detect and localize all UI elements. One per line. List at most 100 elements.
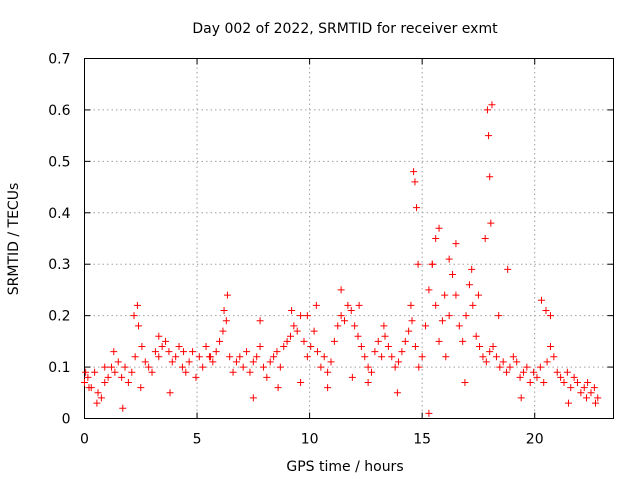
- data-point: [415, 363, 423, 371]
- data-point: [114, 358, 122, 366]
- data-point: [378, 353, 386, 361]
- data-point: [533, 373, 541, 381]
- data-point: [414, 260, 422, 268]
- data-point: [340, 317, 348, 325]
- x-tick-label: 5: [193, 432, 202, 448]
- data-point: [101, 379, 109, 386]
- data-point: [425, 286, 433, 294]
- data-point: [530, 368, 538, 376]
- data-point: [584, 379, 592, 386]
- data-point: [286, 332, 294, 340]
- x-axis: 0 5 10 15 20: [80, 58, 544, 448]
- data-point: [219, 327, 227, 335]
- data-point: [337, 312, 345, 320]
- y-tick-label: 0.1: [48, 360, 70, 376]
- data-point: [407, 301, 415, 309]
- data-point: [398, 348, 406, 356]
- data-point: [158, 343, 166, 350]
- data-point: [487, 219, 495, 227]
- data-point: [513, 358, 521, 366]
- data-point: [438, 317, 446, 325]
- data-point: [582, 394, 590, 402]
- y-tick-label: 0.5: [48, 154, 70, 170]
- data-point: [401, 337, 409, 345]
- data-point: [274, 384, 282, 392]
- data-point: [469, 301, 477, 309]
- data-point: [337, 286, 345, 294]
- data-point: [327, 358, 335, 366]
- data-point: [526, 379, 534, 386]
- data-point: [495, 312, 503, 320]
- data-point: [313, 348, 321, 356]
- data-point: [445, 312, 453, 320]
- data-point: [580, 384, 588, 392]
- data-point: [137, 384, 145, 392]
- data-point: [253, 353, 261, 361]
- data-point: [486, 348, 494, 356]
- data-point: [441, 291, 449, 299]
- data-point: [405, 327, 413, 335]
- data-point: [481, 235, 489, 242]
- data-point: [503, 368, 511, 376]
- data-point: [189, 348, 197, 356]
- data-point: [148, 368, 156, 376]
- data-point: [553, 368, 561, 376]
- data-point: [594, 394, 602, 402]
- data-point: [94, 389, 102, 397]
- data-point: [411, 343, 419, 350]
- data-point: [364, 363, 372, 371]
- data-point: [307, 343, 315, 350]
- data-point: [523, 363, 531, 371]
- data-point: [496, 363, 504, 371]
- data-point: [108, 363, 116, 371]
- data-point: [432, 301, 440, 309]
- y-tick-label: 0.7: [48, 52, 70, 68]
- data-point: [442, 353, 450, 361]
- data-point: [516, 373, 524, 381]
- data-point: [468, 265, 476, 273]
- data-point: [182, 368, 190, 376]
- y-axis-label: SRMTID / TECUs: [6, 183, 22, 296]
- data-point: [151, 348, 159, 356]
- data-point: [374, 337, 382, 345]
- data-point: [131, 353, 139, 361]
- x-tick-label: 0: [80, 432, 89, 448]
- data-point: [393, 389, 401, 397]
- chart-title: Day 002 of 2022, SRMTID for receiver exm…: [192, 21, 498, 37]
- data-point: [357, 343, 365, 350]
- data-point: [422, 322, 430, 330]
- data-point: [560, 379, 568, 386]
- data-point: [266, 358, 274, 366]
- data-point: [330, 337, 338, 345]
- data-point: [317, 363, 325, 371]
- data-point: [155, 353, 163, 361]
- data-point: [492, 353, 500, 361]
- data-point: [479, 353, 487, 361]
- data-point: [312, 301, 320, 309]
- data-point: [380, 322, 388, 330]
- data-point: [246, 368, 254, 376]
- data-point: [546, 343, 554, 350]
- data-point: [413, 204, 421, 212]
- grid-lines: [84, 58, 614, 419]
- data-point: [226, 353, 234, 361]
- data-point: [166, 389, 174, 397]
- data-point: [293, 327, 301, 335]
- data-point: [347, 307, 355, 314]
- data-point: [84, 373, 92, 381]
- data-point: [229, 368, 237, 376]
- data-point: [110, 348, 118, 356]
- data-point: [388, 353, 396, 361]
- data-point: [567, 384, 575, 392]
- data-point: [411, 178, 419, 186]
- y-tick-label: 0.6: [48, 103, 70, 119]
- data-point: [452, 240, 460, 248]
- data-point: [391, 363, 399, 371]
- data-point: [118, 373, 126, 381]
- data-point: [542, 307, 550, 314]
- data-point: [449, 271, 457, 278]
- data-point: [93, 399, 101, 407]
- data-point: [577, 389, 585, 397]
- data-point: [564, 399, 572, 407]
- data-point: [485, 132, 493, 140]
